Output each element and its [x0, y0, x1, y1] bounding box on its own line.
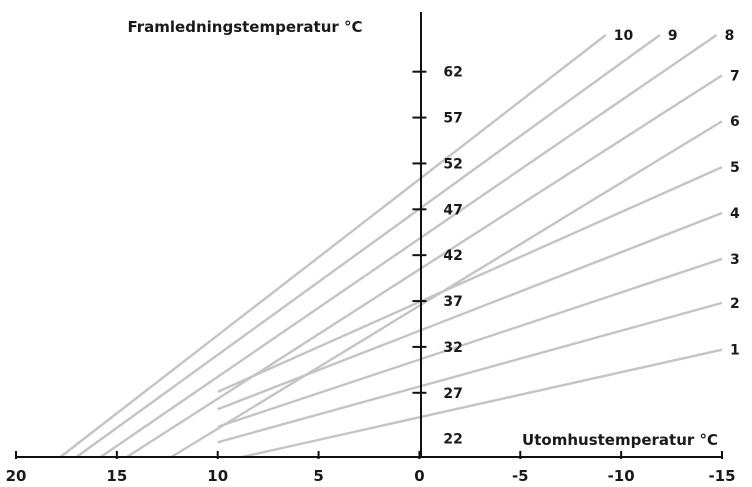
- curve-label-1: 1: [730, 343, 740, 359]
- y-tick-label: 22: [443, 432, 462, 448]
- curve-label-group: 1 2 3 4 5 6 7 8 9 10: [614, 28, 740, 359]
- x-tick-label: -10: [608, 467, 635, 485]
- curve-series-group: [59, 34, 723, 459]
- curve-line-5: [217, 166, 723, 393]
- y-tick-group: 22 27 32 37 42 47 52 57 62: [412, 65, 463, 448]
- x-tick-label: -5: [512, 467, 529, 485]
- x-tick-label: 0: [414, 467, 424, 485]
- curve-label-6: 6: [730, 114, 740, 130]
- curve-label-5: 5: [730, 160, 740, 176]
- curve-label-3: 3: [730, 252, 740, 268]
- curve-label-8: 8: [725, 28, 735, 44]
- curve-line-9: [75, 34, 661, 458]
- x-tick-group: 20 15 10 5 0 -5 -10 -15: [6, 451, 736, 485]
- x-tick-label: 15: [106, 467, 127, 485]
- y-tick-label: 47: [443, 202, 462, 218]
- x-axis-title: Utomhustemperatur °C: [522, 431, 718, 449]
- curve-line-3: [217, 257, 723, 428]
- curve-line-1: [241, 348, 723, 459]
- y-tick-label: 42: [443, 248, 462, 264]
- curve-line-6: [170, 120, 723, 459]
- y-tick-label: 32: [443, 340, 462, 356]
- y-tick-label: 57: [443, 111, 462, 127]
- curve-label-4: 4: [730, 206, 740, 222]
- curve-label-9: 9: [668, 28, 678, 44]
- curve-label-7: 7: [730, 68, 740, 84]
- curve-line-2: [217, 301, 723, 444]
- x-tick-label: 5: [313, 467, 323, 485]
- x-tick-label: 20: [6, 467, 27, 485]
- curve-line-7: [126, 74, 723, 459]
- y-tick-label: 52: [443, 156, 462, 172]
- y-tick-label: 37: [443, 294, 462, 310]
- curve-line-10: [59, 34, 607, 458]
- y-tick-label: 62: [443, 65, 462, 81]
- curve-label-2: 2: [730, 296, 740, 312]
- x-tick-label: 10: [207, 467, 228, 485]
- y-tick-label: 27: [443, 386, 462, 402]
- y-axis-title: Framledningstemperatur °C: [127, 18, 362, 36]
- x-tick-label: -15: [708, 467, 735, 485]
- curve-line-8: [100, 34, 718, 458]
- curve-line-4: [217, 211, 723, 411]
- curve-label-10: 10: [614, 28, 634, 44]
